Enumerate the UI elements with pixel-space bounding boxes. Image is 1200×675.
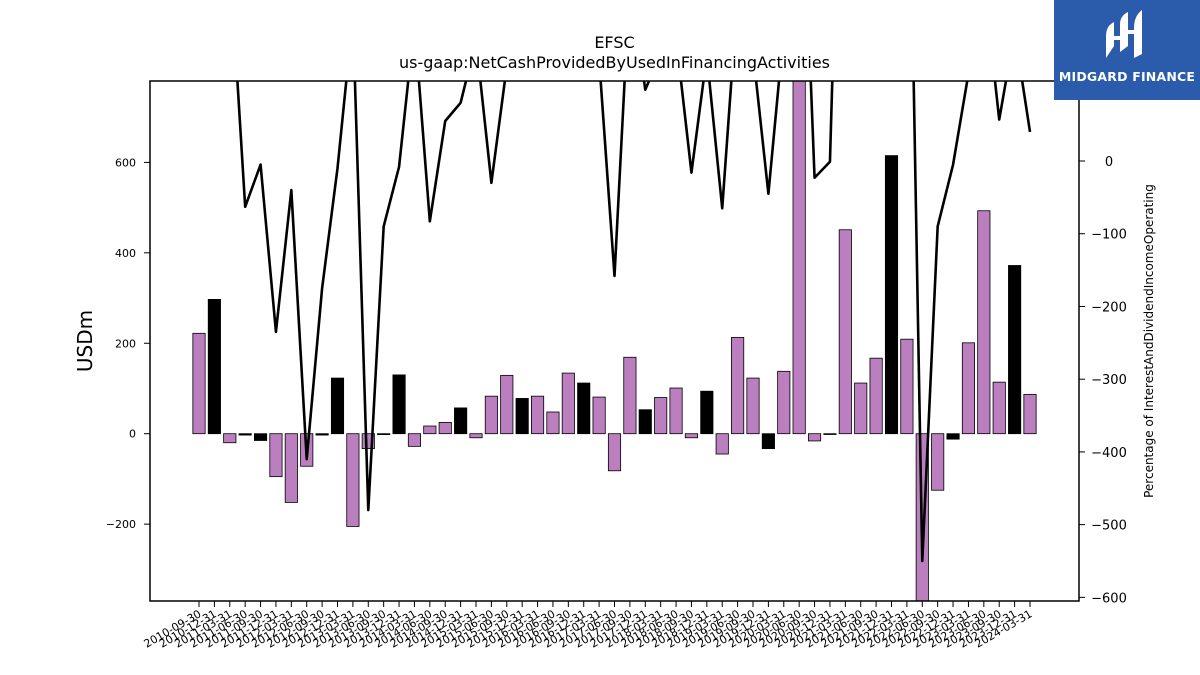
- bar: [607, 433, 622, 472]
- bar: [623, 356, 637, 435]
- bar: [792, 81, 806, 435]
- bar: [808, 433, 822, 442]
- bar: [761, 433, 775, 450]
- bar: [838, 229, 852, 435]
- bar: [746, 377, 760, 435]
- bar: [438, 421, 452, 435]
- bar: [854, 382, 868, 435]
- bar: [669, 387, 683, 435]
- bar: [946, 433, 960, 440]
- bar: [238, 433, 252, 436]
- bar: [884, 155, 899, 435]
- y2-tick-label: −500: [1091, 519, 1127, 534]
- bar: [931, 433, 945, 491]
- bar: [515, 398, 529, 435]
- line-series: [236, 81, 1032, 563]
- y2-tick-label: −400: [1091, 446, 1127, 461]
- bar: [900, 338, 914, 435]
- bar: [777, 370, 791, 435]
- bar: [253, 433, 268, 441]
- brand-name: MIDGARD FINANCE: [1058, 69, 1196, 84]
- bar: [454, 407, 468, 435]
- y-tick-label: 400: [115, 247, 136, 260]
- bar: [500, 374, 514, 435]
- bar: [992, 381, 1006, 435]
- bar: [207, 298, 221, 435]
- y-tick-label: −200: [106, 518, 136, 531]
- bar: [654, 397, 668, 435]
- bar-series: [192, 81, 1037, 601]
- bar: [269, 433, 283, 478]
- brand-logo: MIDGARD FINANCE: [1054, 0, 1200, 100]
- bar: [700, 390, 714, 435]
- y2-axis-label: Percentage of InterestAndDividendIncomeO…: [1142, 184, 1156, 498]
- bar: [684, 433, 698, 439]
- line-path: [236, 81, 1032, 563]
- bar: [192, 332, 206, 435]
- bar: [223, 433, 237, 444]
- x-axis-ticks: 2010-09-302010-12-312011-03-312011-06-30…: [142, 601, 1035, 651]
- bar: [423, 425, 437, 435]
- y2-tick-label: −200: [1091, 300, 1127, 315]
- y-axis-label: USDm: [73, 310, 97, 372]
- bar: [546, 411, 560, 435]
- bar: [561, 372, 575, 435]
- y2-tick-label: −300: [1091, 373, 1127, 388]
- bar: [823, 433, 837, 435]
- bar: [1023, 393, 1037, 435]
- y-tick-label: 0: [129, 428, 136, 441]
- chart-subtitle: us-gaap:NetCashProvidedByUsedInFinancing…: [399, 53, 830, 72]
- y2-tick-label: −600: [1091, 591, 1127, 606]
- bar: [392, 374, 406, 435]
- bar: [577, 382, 591, 435]
- y-tick-label: 200: [115, 337, 136, 350]
- y2-tick-label: 0: [1105, 155, 1113, 170]
- bar: [731, 336, 745, 435]
- left-axis-ticks: −200 0 200 400 600: [106, 156, 150, 531]
- bar: [977, 210, 991, 435]
- bar: [407, 433, 422, 447]
- bar: [531, 395, 545, 435]
- plot-frame: [149, 80, 1080, 602]
- bar: [346, 433, 360, 527]
- bar: [592, 396, 606, 435]
- bar: [638, 409, 652, 435]
- bar: [869, 357, 883, 435]
- y2-tick-label: −100: [1091, 228, 1127, 243]
- bar: [961, 342, 975, 435]
- bar: [330, 377, 345, 435]
- chart-title: EFSC: [594, 33, 634, 52]
- bar: [469, 433, 483, 439]
- bar: [1008, 265, 1022, 435]
- bar: [484, 395, 498, 435]
- bar: [715, 433, 729, 455]
- bar: [315, 433, 329, 436]
- bar: [284, 433, 298, 503]
- right-axis-ticks: −600−500−400−300−200−1000100: [1079, 82, 1127, 606]
- bar: [377, 433, 391, 436]
- midgard-m-logo-icon: [1106, 10, 1142, 58]
- y-tick-label: 600: [115, 156, 136, 169]
